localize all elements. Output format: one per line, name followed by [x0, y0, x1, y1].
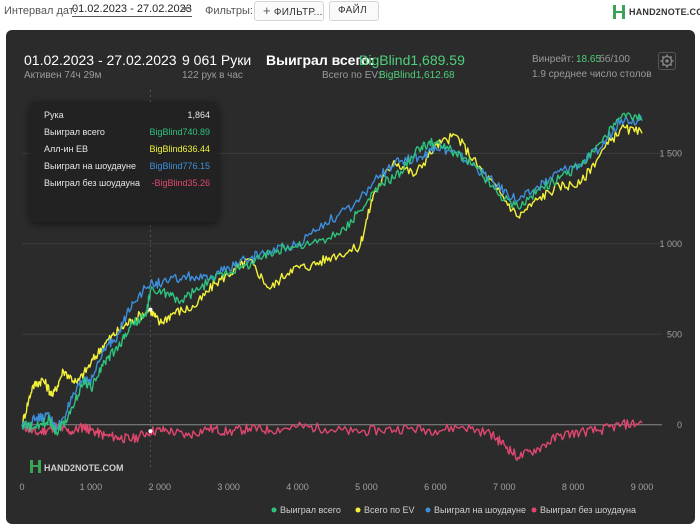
tooltip-row-won-total: Выиграл всего BigBlind740.89 — [44, 127, 210, 141]
tooltip-value: BigBlind740.89 — [149, 127, 210, 137]
tooltip-value: -BigBlind35.26 — [151, 178, 210, 188]
tooltip-row-non-showdown: Выиграл без шоудауна -BigBlind35.26 — [44, 178, 210, 192]
watermark-logo-icon — [30, 460, 41, 473]
chart-watermark: HAND2NOTE.COM — [30, 460, 124, 473]
tooltip-value: 1,864 — [187, 110, 210, 120]
hover-tooltip: Рука 1,864 Выиграл всего BigBlind740.89 … — [30, 102, 218, 222]
legend-label[interactable]: Выиграл всего — [280, 505, 341, 515]
filters-label: Фильтры: — [205, 5, 253, 17]
winrate-value: 18.65 — [576, 54, 602, 65]
series-line-won-total — [21, 112, 643, 436]
filter-button[interactable]: + ФИЛЬТР... — [254, 1, 324, 21]
tooltip-label: Выиграл всего — [44, 127, 105, 137]
x-tick-label: 8 000 — [562, 482, 585, 492]
tooltip-label: Выиграл на шоудауне — [44, 161, 136, 171]
ev-label: Всего по EV: — [322, 70, 381, 81]
hover-point — [148, 429, 153, 434]
tooltip-row-ev: Алл-ин EB BigBlind636.44 — [44, 144, 210, 158]
won-total-label: Выиграл всего: — [266, 52, 375, 68]
legend-label[interactable]: Выиграл без шоудауна — [540, 505, 636, 515]
hover-point — [148, 307, 153, 312]
date-range-select[interactable]: 01.02.2023 - 27.02.2023 — [72, 3, 192, 17]
legend-label[interactable]: Всего по EV — [364, 505, 414, 515]
x-tick-label: 2 000 — [149, 482, 172, 492]
x-tick-label: 9 000 — [631, 482, 654, 492]
average-tables: 1.9 среднее число столов — [532, 69, 652, 80]
tooltip-label: Выиграл без шоудауна — [44, 178, 140, 188]
chevron-down-icon[interactable] — [181, 7, 189, 11]
settings-button[interactable] — [658, 52, 676, 70]
interval-label: Интервал дат: — [4, 5, 77, 17]
series-line-ev — [21, 123, 643, 427]
y-axis: 0 500 1 000 1 500 — [659, 148, 682, 429]
date-range-title: 01.02.2023 - 27.02.2023 — [24, 52, 177, 68]
series-line-non-showdown — [21, 419, 643, 461]
hands-count: 9 061 Руки — [182, 52, 252, 68]
active-time: Активен 74ч 29м — [24, 70, 102, 81]
winrate-label: Винрейт: — [532, 54, 574, 65]
x-axis: 0 1 000 2 000 3 000 4 000 5 000 6 000 7 000 8 00… — [19, 482, 653, 492]
brand-text: HAND2NOTE.COM — [629, 7, 700, 17]
chart-series — [21, 112, 643, 461]
plus-icon: + — [263, 3, 271, 18]
tooltip-row-showdown: Выиграл на шоудауне BigBlind776.15 — [44, 161, 210, 175]
tooltip-label: Алл-ин EB — [44, 144, 89, 154]
file-button-label: ФАЙЛ — [338, 5, 368, 16]
watermark-text: HAND2NOTE.COM — [44, 463, 124, 473]
legend-dot — [425, 507, 431, 513]
legend-dot — [531, 507, 537, 513]
chart-legend: Выиграл всего Всего по EV Выиграл на шоуда… — [271, 505, 636, 515]
y-tick-label: 1 000 — [659, 239, 682, 249]
logo-h-icon — [613, 5, 625, 19]
won-total-value: BigBlind1,689.59 — [359, 52, 465, 68]
tooltip-label: Рука — [44, 110, 64, 120]
y-tick-label: 500 — [667, 329, 682, 339]
y-tick-label: 0 — [677, 420, 682, 430]
winrate-unit: бб/100 — [599, 54, 630, 65]
legend-label[interactable]: Выиграл на шоудауне — [434, 505, 526, 515]
legend-dot — [271, 507, 277, 513]
legend-dot — [355, 507, 361, 513]
top-toolbar: Интервал дат: 01.02.2023 - 27.02.2023 Фи… — [0, 0, 700, 24]
graph-panel: 01.02.2023 - 27.02.2023 Активен 74ч 29м … — [6, 30, 695, 524]
x-tick-label: 1 000 — [80, 482, 103, 492]
y-tick-label: 1 500 — [659, 148, 682, 158]
hands-per-hour: 122 рук в час — [182, 70, 243, 81]
tooltip-value: BigBlind776.15 — [149, 161, 210, 171]
x-tick-label: 5 000 — [355, 482, 378, 492]
ev-value: BigBlind1,612.68 — [379, 70, 455, 81]
x-tick-label: 4 000 — [286, 482, 309, 492]
gear-icon — [660, 54, 674, 68]
x-tick-label: 0 — [19, 482, 24, 492]
tooltip-row-hand: Рука 1,864 — [44, 110, 210, 124]
filter-button-label: ФИЛЬТР... — [273, 7, 323, 18]
x-tick-label: 7 000 — [493, 482, 516, 492]
file-button[interactable]: ФАЙЛ — [329, 1, 379, 21]
x-tick-label: 6 000 — [424, 482, 447, 492]
x-tick-label: 3 000 — [217, 482, 240, 492]
tooltip-value: BigBlind636.44 — [149, 144, 210, 154]
